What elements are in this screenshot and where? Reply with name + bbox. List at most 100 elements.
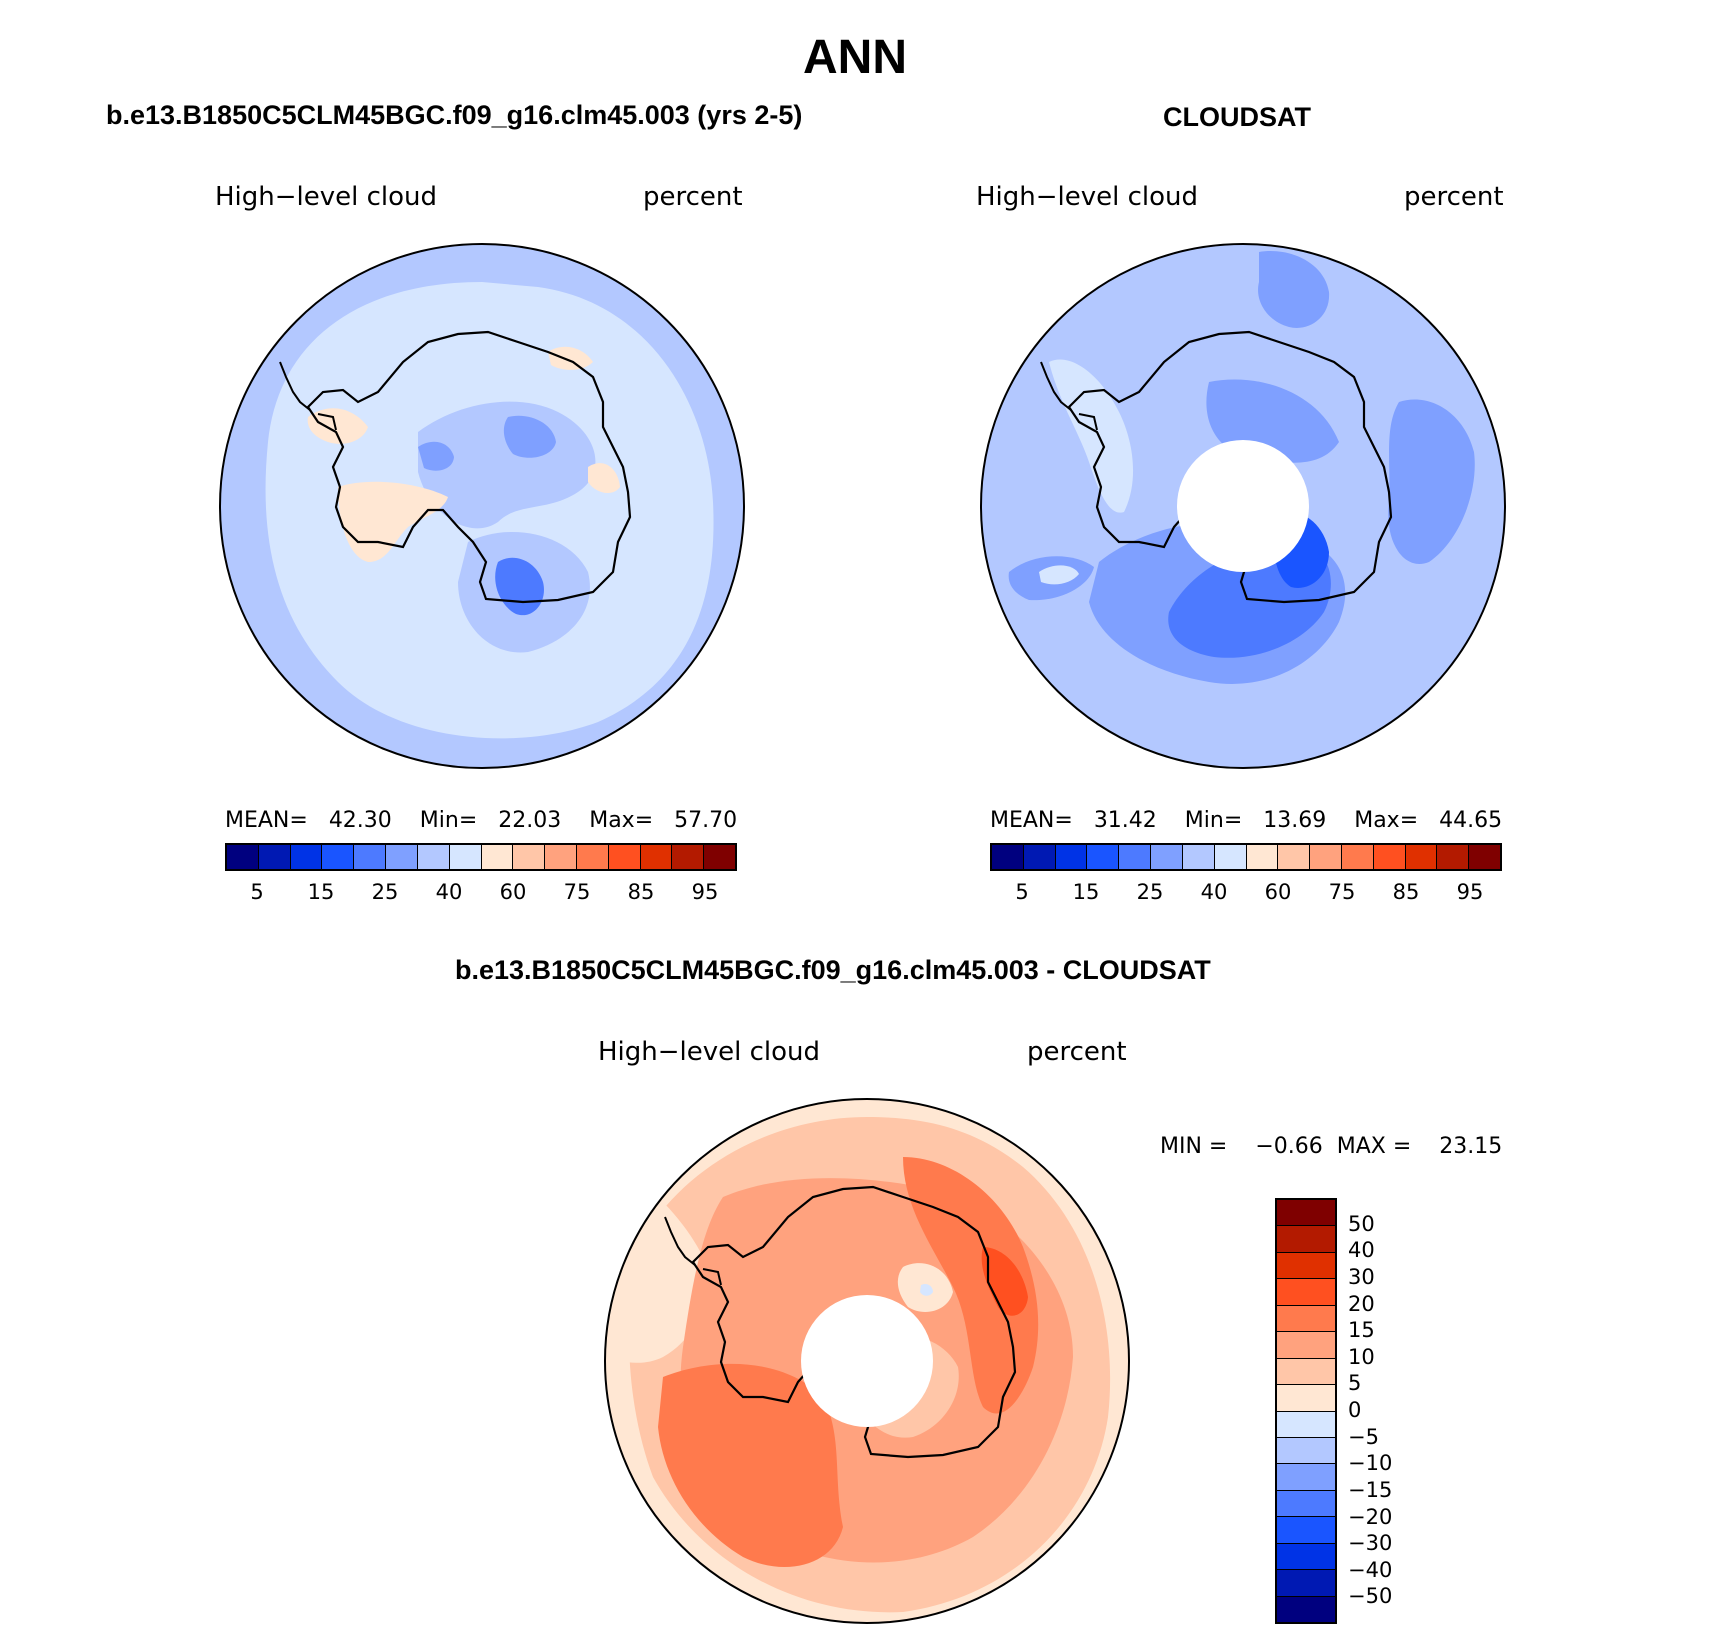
colorbar-diff-tick-label: 0 <box>1348 1398 1362 1422</box>
contour-obs-mid-b <box>1388 399 1475 564</box>
colorbar-model-swatch <box>227 845 259 869</box>
max-value-obs: 44.65 <box>1439 808 1503 833</box>
coastline-model <box>306 330 632 604</box>
colorbar-model <box>225 843 737 871</box>
colorbar-diff-tick-label: −20 <box>1348 1504 1393 1529</box>
units-label-obs: percent <box>1404 182 1504 212</box>
colorbar-model-swatch <box>354 845 387 869</box>
stats-obs: MEAN= 31.42 Min= 13.69 Max= 44.65 <box>990 808 1502 833</box>
variable-label-diff: High−level cloud <box>598 1037 821 1067</box>
colorbar-model-swatch <box>290 845 323 869</box>
panel-title-obs: CLOUDSAT <box>1163 102 1311 132</box>
colorbar-diff-tick-label: −10 <box>1348 1451 1393 1476</box>
colorbar-ticks-model: 5 15 25 40 60 75 85 95 <box>225 880 737 906</box>
colorbar-obs-swatch <box>1214 845 1247 869</box>
contour-model-dark-b <box>418 441 454 471</box>
colorbar-obs-tick-label: 5 <box>1015 880 1029 904</box>
max-label-diff: MAX = <box>1336 1134 1412 1159</box>
min-label-diff: MIN = <box>1160 1134 1228 1159</box>
panel-title-model: b.e13.B1850C5CLM45BGC.f09_g16.clm45.003 … <box>106 100 803 130</box>
colorbar-diff-tick-label: −30 <box>1348 1531 1393 1556</box>
colorbar-model-swatch <box>417 845 450 869</box>
colorbar-obs-swatch <box>992 845 1024 869</box>
colorbar-diff-swatch <box>1277 1252 1335 1280</box>
colorbar-ticks-obs: 5 15 25 40 60 75 85 95 <box>990 880 1502 906</box>
colorbar-obs-swatch <box>1278 845 1311 869</box>
stats-diff: MIN = −0.66 MAX = 23.15 <box>1160 1134 1502 1159</box>
colorbar-model-swatch <box>672 845 705 869</box>
colorbar-model-tick-label: 85 <box>627 880 655 904</box>
colorbar-model-swatch <box>513 845 546 869</box>
units-label-diff: percent <box>1027 1037 1127 1067</box>
colorbar-diff-swatch <box>1277 1517 1335 1544</box>
colorbar-obs-swatch <box>1182 845 1215 869</box>
colorbar-obs-tick-label: 95 <box>1456 880 1484 904</box>
variable-label-obs: High−level cloud <box>976 182 1199 212</box>
coastline-model-peninsula <box>279 361 337 431</box>
colorbar-obs-swatch <box>1373 845 1406 869</box>
colorbar-obs-tick-label: 15 <box>1072 880 1100 904</box>
colorbar-diff-swatch <box>1277 1596 1335 1622</box>
map-border-obs <box>980 243 1506 769</box>
colorbar-model-tick-label: 25 <box>371 880 399 904</box>
colorbar-model-swatch <box>545 845 577 869</box>
contour-diff-neg <box>920 1283 933 1296</box>
colorbar-obs <box>990 843 1502 871</box>
max-value-model: 57.70 <box>674 808 738 833</box>
colorbar-diff-swatch <box>1277 1279 1335 1306</box>
colorbar-model-swatch <box>640 845 673 869</box>
colorbar-model-swatch <box>258 845 291 869</box>
colorbar-model-swatch <box>322 845 355 869</box>
variable-label-model: High−level cloud <box>215 182 438 212</box>
colorbar-model-swatch <box>386 845 418 869</box>
polar-hole-obs <box>1177 440 1309 572</box>
colorbar-model-swatch <box>481 845 514 869</box>
colorbar-obs-swatch <box>1119 845 1152 869</box>
colorbar-diff-tick-label: −15 <box>1348 1477 1393 1502</box>
colorbar-diff-tick-label: 5 <box>1348 1371 1362 1396</box>
page-title: ANN <box>803 31 907 84</box>
stats-model: MEAN= 42.30 Min= 22.03 Max= 57.70 <box>225 808 737 833</box>
colorbar-obs-swatch <box>1087 845 1120 869</box>
colorbar-diff-swatch <box>1277 1305 1335 1333</box>
colorbar-diff-tick-label: 10 <box>1348 1344 1375 1369</box>
contour-diff-strong-b <box>903 1157 1039 1414</box>
colorbar-diff-swatch <box>1277 1570 1335 1597</box>
colorbar-diff-tick-label: −40 <box>1348 1557 1393 1582</box>
contour-model-dark-a <box>503 415 556 458</box>
colorbar-diff-swatch <box>1277 1200 1335 1227</box>
polar-hole-diff <box>801 1295 933 1427</box>
colorbar-model-tick-label: 15 <box>307 880 335 904</box>
map-border-model <box>219 243 745 769</box>
colorbar-obs-swatch <box>1151 845 1183 869</box>
colorbar-diff-swatch <box>1277 1385 1335 1412</box>
colorbar-obs-swatch <box>1405 845 1438 869</box>
colorbar-diff-tick-label: 40 <box>1348 1238 1375 1263</box>
colorbar-diff-tick-label: 20 <box>1348 1291 1375 1316</box>
colorbar-obs-swatch <box>1023 845 1056 869</box>
mean-label-model: MEAN= <box>225 808 308 833</box>
colorbar-obs-tick-label: 60 <box>1264 880 1292 904</box>
contour-model-warm-b <box>307 408 368 444</box>
min-value-model: 22.03 <box>498 808 562 833</box>
polar-map-model <box>219 243 745 769</box>
colorbar-obs-swatch <box>1341 845 1374 869</box>
contour-model-warm-c <box>548 346 593 370</box>
colorbar-obs-tick-label: 85 <box>1392 880 1420 904</box>
units-label-model: percent <box>643 182 743 212</box>
min-value-diff: −0.66 <box>1255 1134 1323 1159</box>
polar-map-diff <box>604 1098 1130 1624</box>
contour-diff-strong-a <box>658 1363 843 1567</box>
colorbar-obs-tick-label: 25 <box>1136 880 1164 904</box>
min-label-model: Min= <box>419 808 478 833</box>
colorbar-diff-tick-label: 30 <box>1348 1264 1375 1289</box>
colorbar-model-tick-label: 60 <box>499 880 527 904</box>
colorbar-diff-swatch <box>1277 1226 1335 1253</box>
colorbar-obs-swatch <box>1246 845 1279 869</box>
colorbar-diff-swatch <box>1277 1543 1335 1571</box>
mean-value-obs: 31.42 <box>1093 808 1157 833</box>
panel-title-diff: b.e13.B1850C5CLM45BGC.f09_g16.clm45.003 … <box>455 955 1211 985</box>
contour-obs-light-b <box>1039 565 1079 585</box>
max-label-obs: Max= <box>1354 808 1419 833</box>
contour-diff-hot <box>981 1247 1028 1316</box>
